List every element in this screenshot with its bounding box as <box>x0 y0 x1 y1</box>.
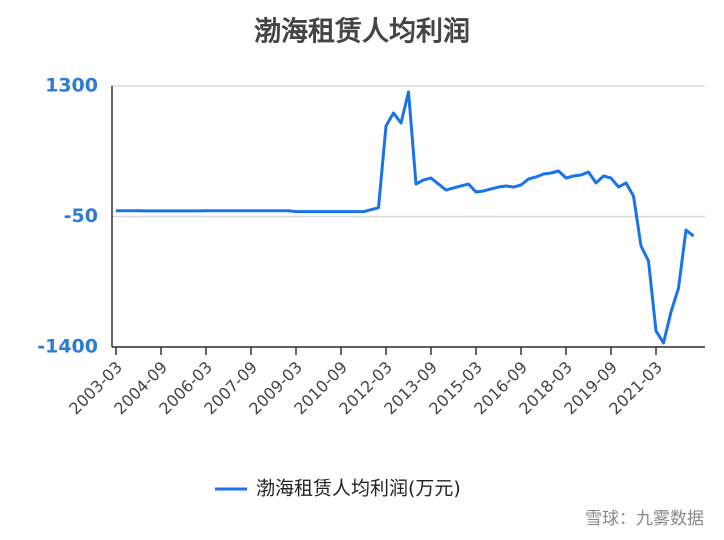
data-line <box>116 90 695 345</box>
chart-title: 渤海租赁人均利润 <box>254 16 470 48</box>
watermark: 雪球：九雾数据 <box>585 509 704 529</box>
legend-label: 渤海租赁人均利润(万元) <box>256 478 461 500</box>
y-tick-label: -1400 <box>37 336 98 358</box>
y-tick-label: -50 <box>64 205 98 227</box>
y-tick-label: 1300 <box>45 75 98 97</box>
